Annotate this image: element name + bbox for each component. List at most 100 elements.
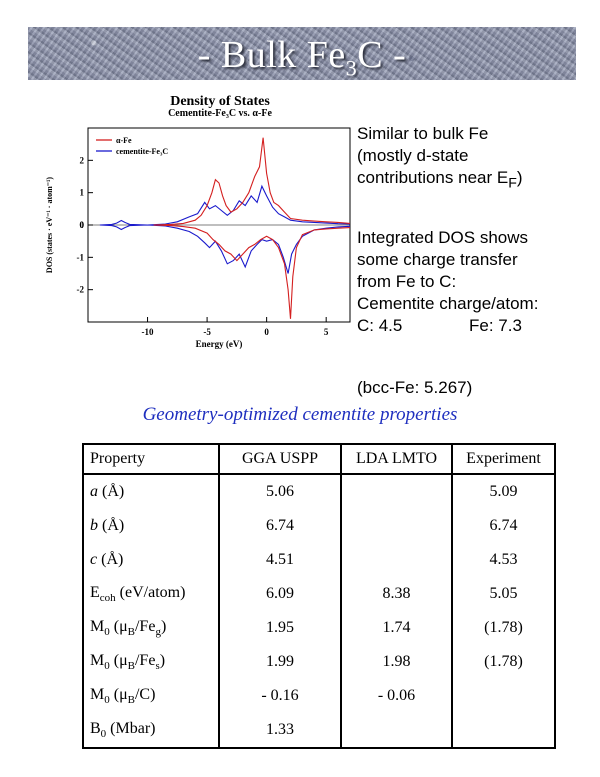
table-caption: Geometry-optimized cementite properties — [142, 404, 458, 425]
x-tick-label: -5 — [203, 327, 211, 337]
label-text: (μ — [109, 617, 128, 635]
y-tick-label: 1 — [80, 188, 85, 198]
property-symbol: M — [90, 685, 105, 703]
value-cell — [341, 713, 453, 748]
value-cell: 5.09 — [489, 483, 518, 500]
series-alpha-fe-up — [153, 137, 351, 226]
label-text: (Mbar) — [106, 719, 156, 737]
note2-line1: Integrated DOS shows — [357, 228, 529, 247]
note1-line2: (mostly d-state — [357, 146, 469, 165]
note1-line3-text: contributions near E — [357, 168, 509, 187]
table-row: M0 (μB/Fes) 1.99 1.98 (1.78) — [83, 645, 555, 679]
property-symbol: E — [90, 583, 100, 601]
property-symbol: c — [90, 551, 98, 568]
table-row: M0 (μB/C) - 0.16- 0.06 — [83, 679, 555, 713]
label-text: (μ — [109, 685, 128, 703]
property-cell: c (Å) — [83, 543, 220, 577]
value-cell: 1.99 — [219, 645, 342, 679]
property-symbol: B — [90, 719, 101, 737]
note1-line3-post: ) — [516, 168, 523, 187]
label-text: (μ — [109, 651, 128, 669]
property-cell: a (Å) — [83, 474, 220, 509]
y-tick-label: -1 — [77, 252, 85, 262]
value-cell: (1.78) — [484, 619, 523, 636]
label-text: (Å) — [98, 517, 125, 534]
note2-line2: some charge transfer — [357, 250, 518, 269]
value-cell: 1.98 — [341, 645, 453, 679]
property-symbol: M — [90, 617, 105, 635]
series-cementite-down — [99, 224, 351, 274]
note2-line5: C: 4.5 Fe: 7.3 — [357, 315, 538, 337]
banner-title: - Bulk Fe3C - — [28, 33, 576, 82]
bcc-fe-note: (bcc-Fe: 5.267) — [357, 378, 473, 397]
subscript: g — [155, 626, 161, 639]
y-tick-label: 0 — [80, 220, 85, 230]
value-cell: - 0.16 — [219, 679, 342, 713]
note1-line3: contributions near EF) — [357, 167, 523, 194]
subscript: B — [127, 660, 135, 673]
plot-title: Density of States — [170, 94, 270, 109]
property-symbol: a — [90, 483, 98, 500]
label-text: (eV/atom) — [115, 583, 186, 601]
subscript: B — [127, 694, 135, 707]
table-header-cell: Experiment — [452, 444, 555, 475]
x-axis-label: Energy (eV) — [196, 339, 243, 349]
subscript: coh — [99, 592, 116, 605]
value-cell — [341, 509, 453, 543]
label-text: /Fe — [134, 651, 156, 669]
y-tick-label: -2 — [77, 285, 85, 295]
value-cell — [452, 713, 555, 748]
property-cell: M0 (μB/Fes) — [83, 645, 220, 679]
table-row: M0 (μB/Feg) 1.95 1.74 (1.78) — [83, 611, 555, 645]
y-axis-label: DOS (states · eV⁻¹ · atom⁻¹) — [45, 177, 54, 273]
y-tick-label: 2 — [80, 155, 85, 165]
table-row: Ecoh (eV/atom) 6.09 8.38 5.05 — [83, 577, 555, 611]
property-symbol: M — [90, 651, 105, 669]
property-cell: M0 (μB/C) — [83, 679, 220, 713]
y-tick-label: 0 — [80, 220, 85, 230]
property-symbol: b — [90, 517, 98, 534]
value-cell: 1.33 — [219, 713, 342, 748]
value-cell: (1.78) — [484, 653, 523, 670]
dos-note-1: Similar to bulk Fe (mostly d-state contr… — [357, 123, 523, 194]
value-cell: 6.74 — [219, 509, 342, 543]
x-tick-label: 0 — [264, 327, 269, 337]
table-row: c (Å) 4.51 4.53 — [83, 543, 555, 577]
label-text: ) — [160, 617, 167, 635]
table-row: b (Å) 6.74 6.74 — [83, 509, 555, 543]
label-text: ) — [159, 651, 166, 669]
label-text: /C) — [134, 685, 156, 703]
value-cell: 6.74 — [489, 517, 518, 534]
value-cell — [341, 543, 453, 577]
plot-subtitle: Cementite-Fe₃C vs. α-Fe — [168, 108, 272, 119]
series-alpha-fe-down — [153, 224, 351, 319]
note2-charge-fe: Fe: 7.3 — [469, 316, 522, 335]
value-cell — [452, 679, 555, 713]
subscript: s — [155, 660, 160, 673]
value-cell: 8.38 — [341, 577, 453, 611]
title-banner: - Bulk Fe3C - — [28, 27, 576, 82]
note2-charge-c: C: 4.5 — [357, 316, 403, 335]
table-header-cell: LDA LMTO — [341, 444, 453, 475]
table-row: a (Å) 5.06 5.09 — [83, 474, 555, 509]
table-header-row: Property GGA USPP LDA LMTO Experiment — [83, 444, 555, 475]
table-header-cell: Property — [83, 444, 220, 475]
note2-line4: Cementite charge/atom: — [357, 294, 539, 313]
x-tick-label: -10 — [142, 327, 154, 337]
note1-line1: Similar to bulk Fe — [357, 124, 489, 143]
subscript: 0 — [104, 660, 110, 673]
value-cell: 1.74 — [341, 611, 453, 645]
value-cell: 1.95 — [219, 611, 342, 645]
value-cell: 6.09 — [219, 577, 342, 611]
value-cell: 5.05 — [489, 585, 518, 602]
value-cell: 4.51 — [219, 543, 342, 577]
label-text: (Å) — [97, 551, 124, 568]
label-text: /Fe — [134, 617, 156, 635]
property-cell: b (Å) — [83, 509, 220, 543]
banner-title-pre: - Bulk Fe — [197, 34, 346, 76]
label-text: (Å) — [98, 483, 125, 500]
subscript: 0 — [100, 728, 107, 741]
x-tick-label: 5 — [324, 327, 329, 337]
property-cell: B0 (Mbar) — [83, 713, 220, 748]
